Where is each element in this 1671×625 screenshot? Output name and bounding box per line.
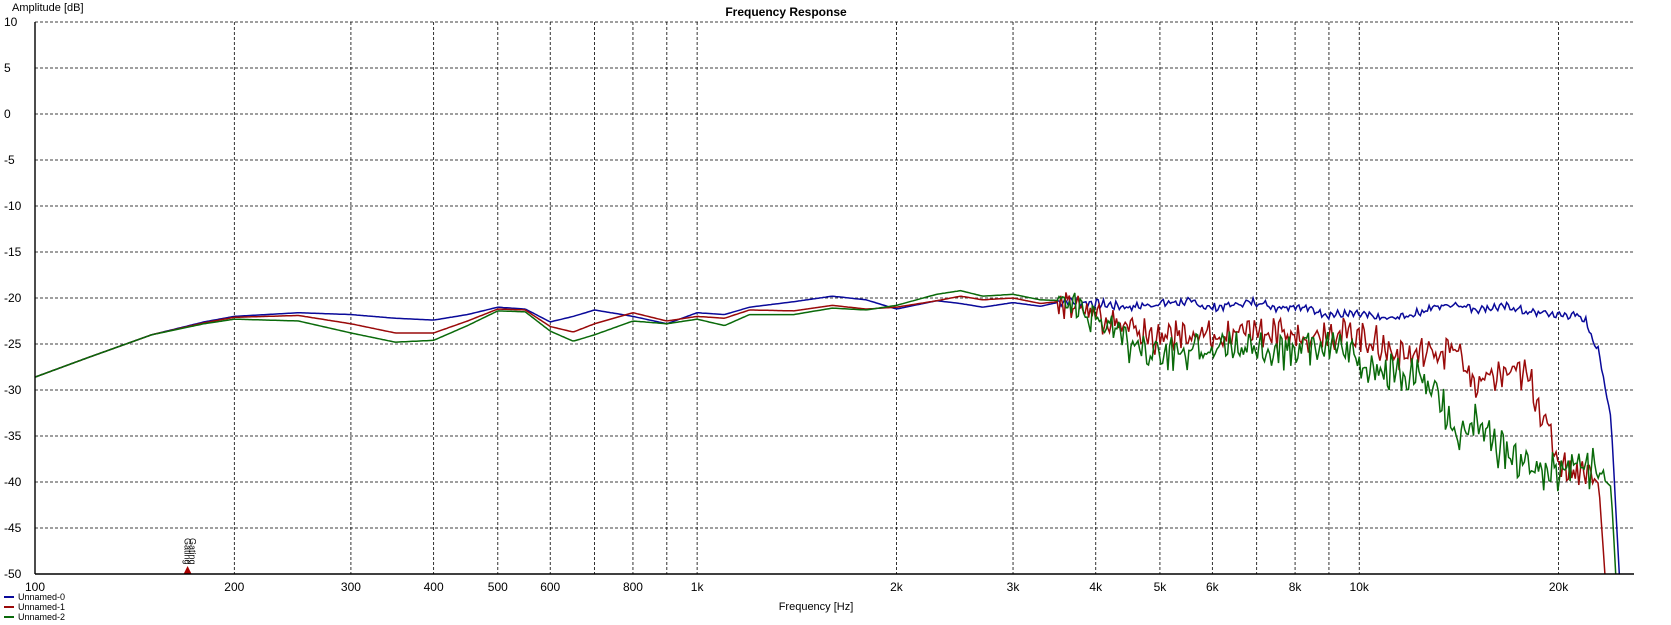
y-tick-label: -20 [4, 291, 22, 305]
series-lines [34, 289, 1621, 575]
x-tick-label: 600 [540, 580, 560, 594]
y-tick-label: -35 [4, 429, 22, 443]
x-tick-label: 4k [1089, 580, 1103, 594]
series-line-unnamed-2 [34, 289, 1617, 575]
x-tick-label: 1k [691, 580, 705, 594]
x-tick-label: 200 [224, 580, 244, 594]
series-line-unnamed-1 [34, 292, 1606, 575]
gating-marker-label: Gating [183, 538, 193, 565]
x-tick-label: 3k [1007, 580, 1021, 594]
x-tick-label: 500 [488, 580, 508, 594]
x-tick-label: 300 [341, 580, 361, 594]
chart-title: Frequency Response [725, 5, 847, 19]
y-axis-label: Amplitude [dB] [12, 2, 84, 14]
legend-label: Unnamed-2 [18, 612, 65, 622]
gating-marker-triangle [183, 566, 192, 574]
y-tick-label: -50 [4, 567, 22, 581]
y-tick-label: -10 [4, 199, 22, 213]
y-tick-label: -45 [4, 521, 22, 535]
y-tick-label: -30 [4, 383, 22, 397]
y-tick-label: -15 [4, 245, 22, 259]
x-tick-label: 8k [1289, 580, 1303, 594]
x-tick-label: 20k [1549, 580, 1569, 594]
y-tick-label: -25 [4, 337, 22, 351]
y-tick-label: -5 [4, 153, 15, 167]
y-tick-label: -40 [4, 475, 22, 489]
y-tick-label: 0 [4, 107, 11, 121]
x-tick-label: 2k [890, 580, 904, 594]
x-axis-label: Frequency [Hz] [779, 601, 854, 613]
x-tick-label: 100 [25, 580, 45, 594]
y-tick-label: 5 [4, 61, 11, 75]
y-tick-label: 10 [4, 15, 18, 29]
legend-label: Unnamed-0 [18, 592, 65, 602]
x-tick-label: 6k [1206, 580, 1220, 594]
x-tick-label: 5k [1154, 580, 1168, 594]
x-tick-label: 400 [424, 580, 444, 594]
gating-marker-label: Gating [188, 538, 198, 565]
legend-label: Unnamed-1 [18, 602, 65, 612]
x-tick-label: 800 [623, 580, 643, 594]
x-tick-label: 10k [1350, 580, 1370, 594]
series-line-unnamed-0 [34, 295, 1621, 575]
